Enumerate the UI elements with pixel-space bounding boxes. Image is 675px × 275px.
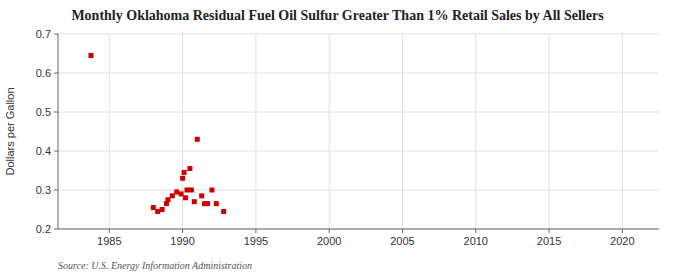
x-tick-label: 2020 [610, 235, 634, 247]
point [209, 188, 214, 193]
x-tick-label: 1995 [244, 235, 268, 247]
point [151, 205, 156, 210]
point [155, 209, 160, 214]
y-tick [54, 34, 58, 35]
chart-svg: 1985 1990 1995 2000 2005 2010 2015 2020 0.2 0.3 0.… [0, 0, 675, 275]
y-grid-line [58, 190, 659, 191]
x-grid-line [475, 34, 476, 229]
y-grid-line [58, 34, 659, 35]
point [199, 193, 204, 198]
point [88, 53, 93, 58]
point [187, 166, 192, 171]
x-tick-label: 2015 [537, 235, 561, 247]
x-tick [109, 229, 110, 233]
x-tick-label: 1990 [170, 235, 194, 247]
point [192, 199, 197, 204]
point [205, 201, 210, 206]
point [174, 189, 179, 194]
y-tick-label: 0.6 [36, 67, 51, 79]
title: Monthly Oklahoma Residual Fuel Oil Sulfu… [71, 8, 604, 23]
x-tick [255, 229, 256, 233]
chart-container: 1985 1990 1995 2000 2005 2010 2015 2020 0.2 0.3 0.… [0, 0, 675, 275]
x-tick [622, 229, 623, 233]
x-tick [329, 229, 330, 233]
x-grid-line [622, 34, 623, 229]
y-tick [54, 190, 58, 191]
point [182, 170, 187, 175]
y-grid-line [58, 151, 659, 152]
y-grid-line [58, 112, 659, 113]
y-tick [54, 73, 58, 74]
x-grid-line [329, 34, 330, 229]
y-tick [54, 229, 58, 230]
point [160, 207, 165, 212]
point [184, 188, 189, 193]
y-tick-label: 0.3 [36, 184, 51, 196]
point [165, 197, 170, 202]
x-tick-label: 1985 [97, 235, 121, 247]
y-tick-label: 0.5 [36, 106, 51, 118]
point [180, 176, 185, 181]
x-tick-label: 2005 [390, 235, 414, 247]
point [214, 201, 219, 206]
y-axis-label: Dollars per Gallon [4, 87, 16, 175]
point [195, 137, 200, 142]
x-tick [402, 229, 403, 233]
y-tick [54, 112, 58, 113]
y-tick-label: 0.4 [36, 145, 51, 157]
y-tick-label: 0.7 [36, 28, 51, 40]
point [221, 209, 226, 214]
points [88, 53, 226, 214]
x-grid-line [402, 34, 403, 229]
x-grid-line [109, 34, 110, 229]
y-tick [54, 151, 58, 152]
y-grid-line [58, 229, 659, 230]
x-tick [182, 229, 183, 233]
point [189, 188, 194, 193]
x-tick [475, 229, 476, 233]
point [170, 193, 175, 198]
x-grid-line [549, 34, 550, 229]
axes: 1985 1990 1995 2000 2005 2010 2015 2020 0.2 0.3 0.… [36, 28, 635, 247]
point [183, 195, 188, 200]
x-grid-line [255, 34, 256, 229]
y-tick-label: 0.2 [36, 223, 51, 235]
x-axis-line [58, 229, 659, 230]
x-grid-line [182, 34, 183, 229]
x-tick-label: 2010 [464, 235, 488, 247]
x-tick-label: 2000 [317, 235, 341, 247]
x-tick [549, 229, 550, 233]
y-axis-line [58, 34, 59, 229]
source-note: Source: U.S. Energy Information Administ… [58, 260, 252, 271]
point [179, 191, 184, 196]
grid [58, 34, 659, 229]
y-grid-line [58, 73, 659, 74]
